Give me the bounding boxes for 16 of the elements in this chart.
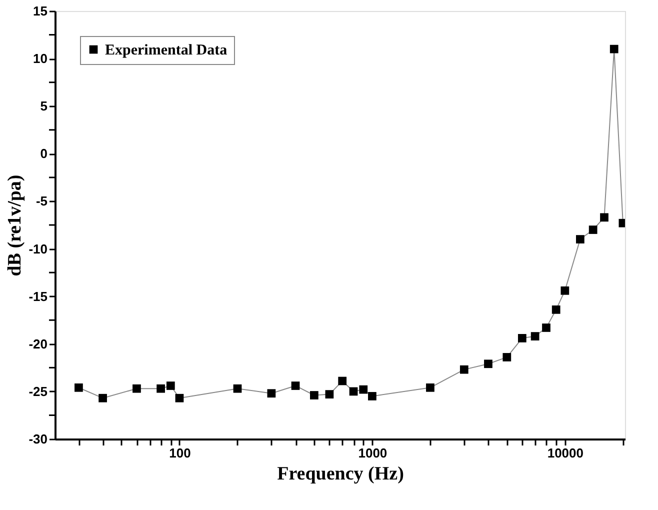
y-tick-label: -25 <box>28 384 48 399</box>
x-tick-label: 10000 <box>547 446 584 460</box>
y-axis-title: dB (re1v/pa) <box>4 174 26 276</box>
y-tick-label: -30 <box>28 432 48 446</box>
y-tick-label: -15 <box>28 288 48 304</box>
x-tick-label: 100 <box>169 446 191 460</box>
y-tick-label: -5 <box>36 194 48 209</box>
x-axis-title: Frequency (Hz) <box>277 464 404 484</box>
x-tick-label: 1000 <box>358 446 388 460</box>
y-tick-label: 10 <box>33 51 48 66</box>
y-tick-label: -20 <box>28 336 48 352</box>
y-tick-label: 15 <box>33 4 48 18</box>
y-tick-label: 5 <box>40 98 48 114</box>
y-tick-label: -10 <box>28 241 48 256</box>
y-tick-label: 0 <box>40 146 48 162</box>
legend-label: Experimental Data <box>105 42 228 58</box>
